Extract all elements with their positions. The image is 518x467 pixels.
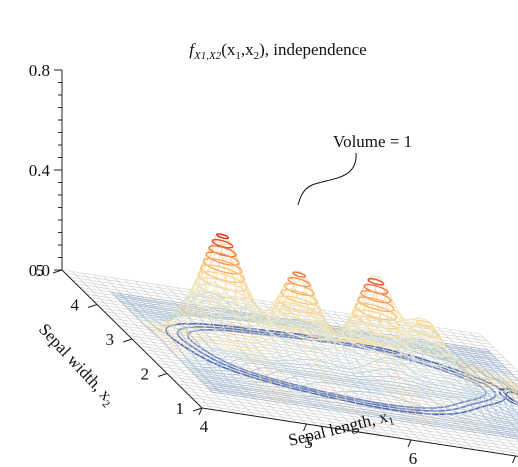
- floor-grid-line: [427, 325, 518, 416]
- peak-ring: [183, 295, 262, 328]
- mesh-line-x: [247, 270, 350, 414]
- mesh-line-x: [273, 316, 376, 418]
- peak-ring: [337, 333, 415, 365]
- x-tick-label: 4: [200, 417, 209, 436]
- peak-ring: [292, 271, 307, 278]
- mesh-line-x: [452, 344, 518, 407]
- y-tick: [192, 407, 203, 412]
- mesh-line-x: [161, 274, 264, 401]
- mesh-line-x: [136, 295, 239, 397]
- title-rest: ), independence: [259, 40, 367, 59]
- mesh-line-x: [204, 277, 307, 407]
- floor-grid-line: [75, 283, 495, 349]
- title-a2: 2: [254, 50, 260, 62]
- surface-mesh: [61, 233, 518, 457]
- y-tick: [122, 338, 133, 343]
- mesh-line-x: [358, 319, 461, 431]
- title-sub: X1,X2: [193, 50, 222, 62]
- volume-annotation: Volume = 1: [333, 132, 412, 151]
- peak-ring: [208, 245, 237, 258]
- mesh-line-x: [178, 234, 281, 403]
- peak-ring: [399, 335, 451, 357]
- mesh-line-x: [469, 346, 518, 392]
- surface-wireframe: [110, 234, 518, 440]
- peak-ring: [415, 319, 434, 328]
- z-tick-label: 0.8: [29, 61, 50, 80]
- mesh-line-x: [478, 348, 518, 388]
- x-tick: [512, 455, 516, 464]
- mesh-line-x: [144, 297, 247, 398]
- mesh-line-x: [127, 294, 230, 395]
- mesh-line-x: [375, 319, 478, 433]
- floor-grid-line: [448, 328, 518, 398]
- peak-ring: [188, 289, 257, 318]
- peak-ring: [200, 264, 245, 284]
- title-a1: 1: [235, 50, 241, 62]
- peak-ring: [287, 276, 312, 288]
- x-tick: [407, 439, 412, 448]
- y-tick: [87, 304, 98, 308]
- mesh-line-x: [153, 295, 256, 399]
- x-tick: [303, 423, 307, 432]
- y-tick-label: 2: [141, 365, 150, 384]
- peak-ring: [345, 321, 407, 347]
- x-tick: [198, 407, 203, 416]
- peak-ring: [262, 319, 337, 350]
- peak-ring: [354, 302, 398, 321]
- axes: 45678123450.00.40.8: [29, 61, 518, 467]
- title-args: (x: [221, 40, 236, 59]
- floor-grid-line: [479, 333, 518, 372]
- mesh-line-x: [486, 349, 518, 381]
- floor-grid-line: [61, 269, 481, 335]
- mesh-line-x: [350, 318, 453, 430]
- chart-title: fX1,X2(x1,x2), independence: [189, 40, 366, 62]
- annotation-leader-line: [297, 152, 357, 206]
- floor-grid-line: [89, 297, 509, 362]
- title-f: f: [189, 40, 196, 59]
- mesh-line-x: [281, 317, 384, 419]
- y-tick-label: 3: [106, 330, 115, 349]
- contour-ring: [176, 326, 497, 412]
- peak-ring: [342, 327, 410, 356]
- floor-grid-line: [458, 330, 518, 390]
- x-tick-label: 7: [513, 465, 518, 467]
- peak-ring: [191, 283, 254, 309]
- y-tick-label: 1: [176, 399, 185, 418]
- mesh-line-x: [221, 307, 324, 410]
- mesh-line-x: [426, 340, 518, 431]
- peak-ring: [363, 283, 389, 295]
- mesh-line-x: [461, 345, 518, 397]
- peak-ring: [215, 233, 230, 240]
- mesh-line-x: [110, 291, 213, 393]
- peak-ring: [360, 290, 392, 304]
- mesh-line-x: [264, 301, 367, 416]
- title-comma: ,x: [241, 40, 254, 59]
- peak-ring: [270, 307, 328, 332]
- x-tick-label: 6: [409, 449, 418, 467]
- x-tick-label: 5: [304, 433, 313, 452]
- peak-ring: [277, 295, 322, 314]
- y-tick: [157, 373, 168, 377]
- peak-ring: [211, 238, 234, 249]
- mesh-line-x: [341, 309, 444, 428]
- y-tick-label: 4: [71, 296, 80, 315]
- peak-level-rings: [183, 233, 456, 367]
- y-tick-label: 5: [36, 261, 45, 280]
- z-tick-label: 0.0: [29, 261, 50, 280]
- peak-ring: [367, 278, 385, 286]
- z-tick-label: 0.4: [29, 161, 51, 180]
- peak-ring: [266, 313, 332, 341]
- peak-ring: [393, 340, 456, 367]
- mesh-line-x: [119, 293, 222, 394]
